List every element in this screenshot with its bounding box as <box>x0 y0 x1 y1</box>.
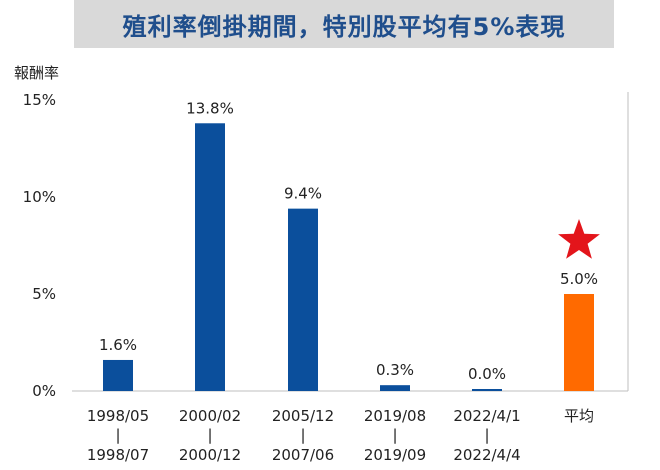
title-banner: 殖利率倒掛期間，特別股平均有5%表現 <box>74 0 614 48</box>
star-icon <box>558 219 600 259</box>
bar <box>472 389 502 391</box>
y-tick-label: 0% <box>32 382 56 400</box>
data-label: 0.3% <box>376 361 414 379</box>
x-tick-label-separator: | <box>115 426 120 444</box>
average-bar <box>564 294 594 391</box>
bar <box>288 208 318 391</box>
y-tick-label: 5% <box>32 285 56 303</box>
x-tick-label-separator: | <box>300 426 305 444</box>
x-tick-label-end: 2000/12 <box>179 446 241 464</box>
x-tick-label-end: 2007/06 <box>272 446 334 464</box>
x-tick-label-separator: | <box>392 426 397 444</box>
x-tick-label-end: 1998/07 <box>87 446 149 464</box>
x-tick-label-start: 2022/4/1 <box>453 407 520 425</box>
x-tick-label-start: 2019/08 <box>364 407 426 425</box>
x-tick-label-end: 2022/4/4 <box>453 446 520 464</box>
x-tick-label-end: 2019/09 <box>364 446 426 464</box>
y-tick-label: 15% <box>23 91 56 109</box>
x-tick-label-separator: | <box>207 426 212 444</box>
bar <box>380 385 410 391</box>
bar <box>195 123 225 391</box>
x-tick-label: 平均 <box>564 407 594 425</box>
chart-title: 殖利率倒掛期間，特別股平均有5%表現 <box>122 12 566 41</box>
y-axis-unit-label: 報酬率 <box>14 64 60 82</box>
data-label: 9.4% <box>284 185 322 203</box>
data-label: 5.0% <box>560 270 598 288</box>
data-label: 0.0% <box>468 365 506 383</box>
x-tick-label-separator: | <box>484 426 489 444</box>
data-label: 13.8% <box>186 99 234 117</box>
y-tick-label: 10% <box>23 188 56 206</box>
x-tick-label-start: 2000/02 <box>179 407 241 425</box>
x-tick-label-start: 1998/05 <box>87 407 149 425</box>
data-label: 1.6% <box>99 336 137 354</box>
x-tick-label-start: 2005/12 <box>272 407 334 425</box>
bar <box>103 359 133 391</box>
